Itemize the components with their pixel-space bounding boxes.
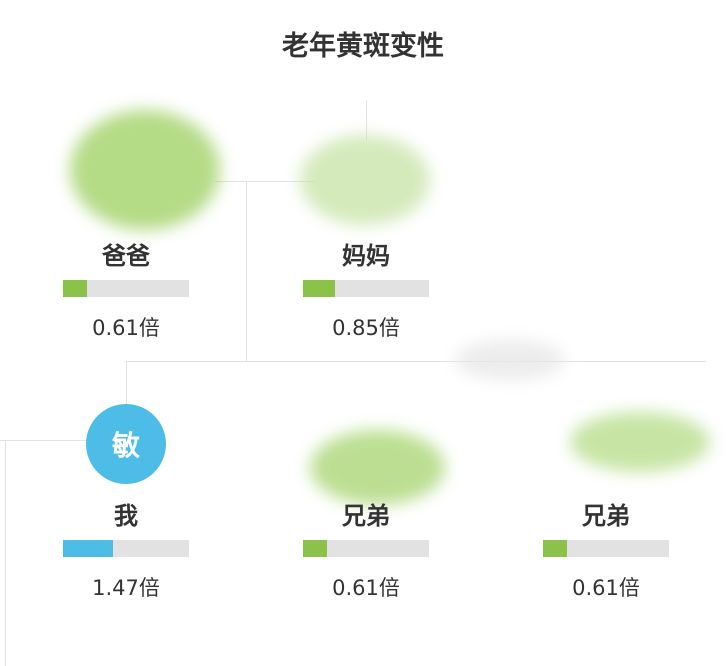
risk-value: 0.61倍 [572,576,640,600]
connector-line [215,181,315,182]
connector-line [366,100,367,140]
risk-bar-fill [63,280,87,297]
blurred-smudge [455,340,565,380]
connector-line [126,361,127,405]
risk-bar [543,540,669,557]
risk-value: 0.85倍 [332,316,400,340]
connector-line [0,440,90,441]
avatar[interactable]: 敏 [86,404,166,484]
risk-value: 1.47倍 [92,576,160,600]
member-name: 我 [114,502,138,530]
member-name: 爸爸 [102,242,150,270]
risk-bar-fill [303,540,327,557]
risk-bar [303,280,429,297]
risk-bar [303,540,429,557]
connector-line [126,361,706,362]
connector-line [246,181,247,361]
page-title: 老年黄斑变性 [282,31,444,62]
connector-line [5,440,6,666]
risk-bar-fill [303,280,335,297]
blurred-avatar [70,110,220,230]
member-name: 兄弟 [582,502,630,530]
blurred-avatar [300,135,430,225]
blurred-avatar [310,430,445,505]
risk-bar [63,540,189,557]
risk-value: 0.61倍 [332,576,400,600]
blurred-avatar [570,412,710,472]
risk-bar [63,280,189,297]
risk-value: 0.61倍 [92,316,160,340]
member-name: 兄弟 [342,502,390,530]
member-name: 妈妈 [342,242,390,270]
risk-bar-fill [63,540,114,557]
risk-bar-fill [543,540,567,557]
